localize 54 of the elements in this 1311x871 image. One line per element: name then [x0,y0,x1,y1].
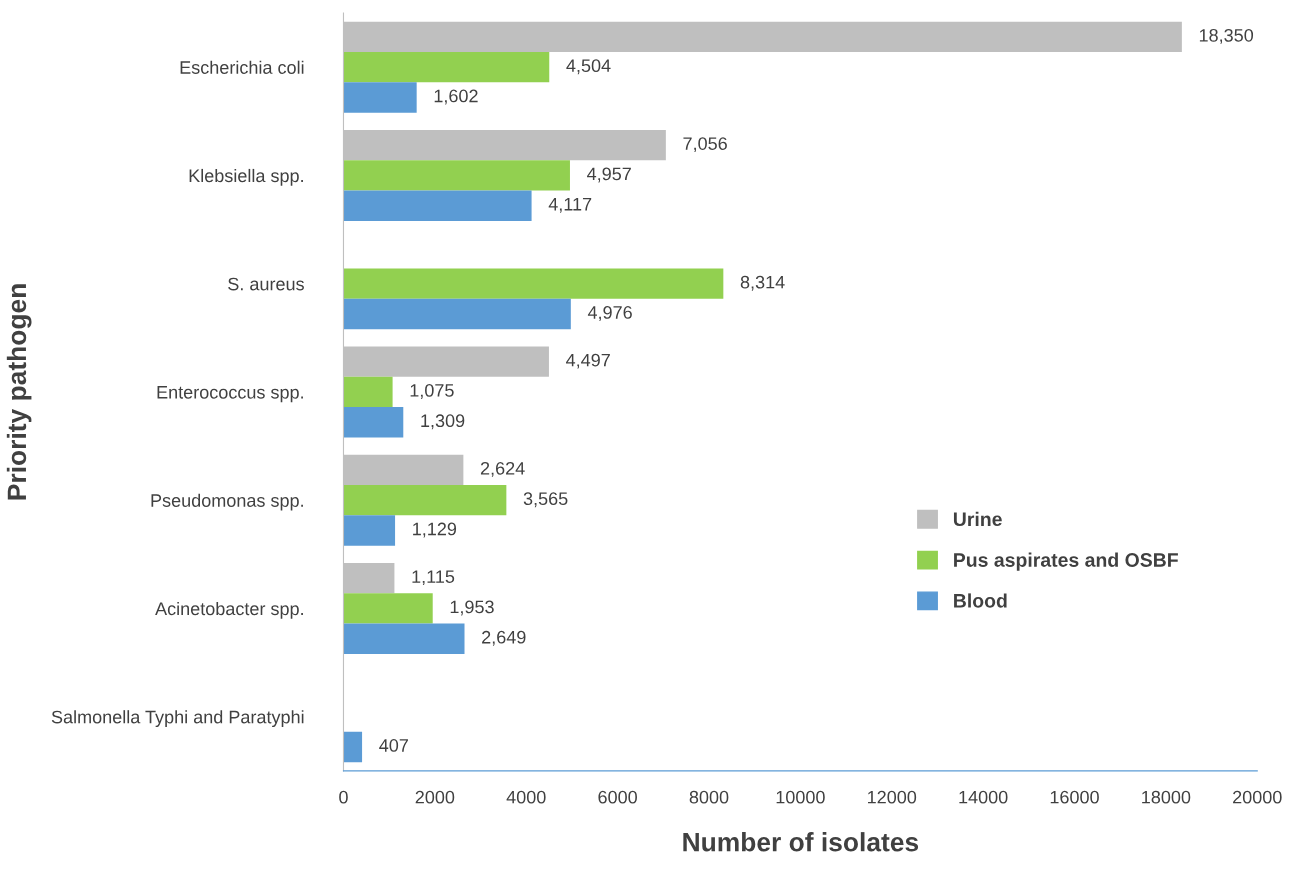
data-label: 3,565 [523,492,568,508]
bar [343,515,396,546]
data-label: 4,957 [587,167,631,183]
x-tick-label: 12000 [868,790,917,804]
legend-label: Blood [954,593,1007,608]
data-label: 2,649 [482,630,526,646]
bar [343,160,570,191]
bar [343,190,532,221]
data-label: 7,056 [683,137,727,153]
bar [343,623,465,654]
data-label: 1,953 [450,600,494,616]
data-label: 1,309 [421,414,465,430]
y-tick-label: Pseudomonas spp. [151,493,303,511]
bar [343,268,724,299]
y-tick-label: Enterococcus spp. [157,386,303,403]
y-tick-label: Acinetobacter spp. [155,601,303,619]
x-tick-label: 18000 [1142,790,1191,804]
bar [343,82,417,113]
legend-label: Urine [953,511,1002,527]
bar [343,485,507,516]
y-axis-title: Priority pathogen [6,284,32,500]
bar [343,731,363,763]
x-tick-label: 14000 [959,790,1008,804]
bar [343,376,393,408]
bar [343,298,571,330]
data-label: 1,129 [413,522,457,538]
data-label: 18,350 [1199,28,1254,44]
x-tick-label: 16000 [1050,790,1099,804]
x-tick-label: 8000 [689,790,729,804]
x-tick-label: 6000 [598,790,637,804]
x-tick-label: 2000 [415,790,455,804]
bar [343,593,433,624]
y-tick-label: Klebsiella spp. [189,168,303,186]
data-label: 1,602 [434,89,478,105]
y-tick-label: Salmonella Typhi and Paratyphi [51,710,304,727]
bar [343,52,550,83]
data-label: 2,624 [480,461,525,477]
x-tick-label: 20000 [1233,790,1282,804]
data-label: 4,976 [587,306,632,321]
data-label: 4,117 [548,198,592,213]
bar [343,407,404,438]
data-label: 8,314 [740,275,785,291]
y-tick-label: Escherichia coli [180,60,304,74]
data-label: 4,504 [566,59,611,75]
x-tick-label: 0 [339,790,348,804]
legend-label: Pus aspirates and OSBF [954,552,1178,571]
data-label: 1,075 [410,384,454,399]
y-tick-label: S. aureus [228,277,304,291]
data-label: 407 [379,739,408,752]
x-axis-title: Number of isolates [683,832,919,852]
data-label: 1,115 [412,570,455,586]
x-tick-label: 4000 [506,790,546,804]
data-label: 4,497 [566,353,610,369]
x-tick-label: 10000 [776,790,825,804]
